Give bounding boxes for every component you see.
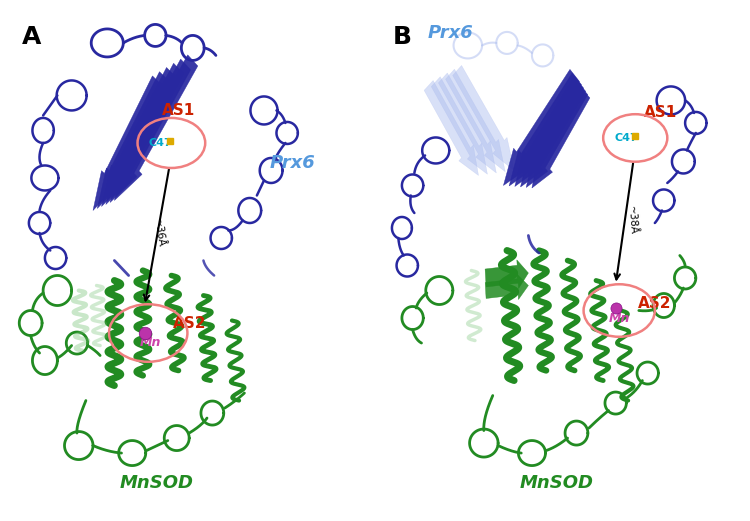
Text: C47: C47 xyxy=(614,133,638,143)
Polygon shape xyxy=(453,66,514,170)
Polygon shape xyxy=(439,73,497,173)
Text: Mn: Mn xyxy=(140,336,160,349)
Text: A: A xyxy=(22,26,41,49)
Text: AS2: AS2 xyxy=(638,295,671,311)
Text: AS2: AS2 xyxy=(172,316,206,330)
Polygon shape xyxy=(115,55,198,201)
Polygon shape xyxy=(93,76,162,210)
Polygon shape xyxy=(110,59,190,203)
Polygon shape xyxy=(431,77,488,174)
Text: MnSOD: MnSOD xyxy=(520,474,594,492)
Polygon shape xyxy=(485,260,528,289)
Text: ~38Å: ~38Å xyxy=(626,206,638,235)
Text: Prx6: Prx6 xyxy=(270,154,315,172)
Polygon shape xyxy=(101,68,176,206)
Text: C47: C47 xyxy=(148,138,172,148)
Polygon shape xyxy=(503,69,580,185)
Polygon shape xyxy=(509,73,581,186)
Polygon shape xyxy=(485,274,528,300)
Text: ~36Å: ~36Å xyxy=(152,218,166,248)
Text: B: B xyxy=(393,26,412,49)
Text: AS1: AS1 xyxy=(644,105,676,120)
Text: AS1: AS1 xyxy=(162,103,195,118)
Polygon shape xyxy=(520,81,586,187)
Polygon shape xyxy=(514,77,584,187)
Text: Mn: Mn xyxy=(608,312,630,325)
Polygon shape xyxy=(532,88,590,188)
Polygon shape xyxy=(424,81,478,176)
Polygon shape xyxy=(106,63,184,204)
Polygon shape xyxy=(526,84,588,188)
Polygon shape xyxy=(446,69,506,172)
Text: MnSOD: MnSOD xyxy=(120,474,194,492)
Text: Prx6: Prx6 xyxy=(427,24,472,42)
Polygon shape xyxy=(98,72,169,208)
